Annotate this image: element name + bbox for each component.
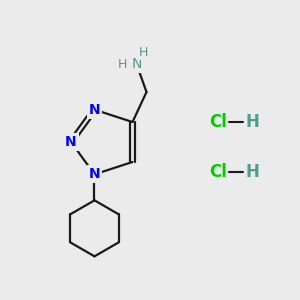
Text: N: N — [131, 57, 142, 71]
Text: H: H — [245, 163, 259, 181]
Text: H: H — [245, 113, 259, 131]
Text: N: N — [89, 167, 100, 181]
Text: N: N — [65, 135, 77, 149]
Text: H: H — [118, 58, 127, 70]
Text: H: H — [139, 46, 148, 59]
Text: Cl: Cl — [209, 113, 227, 131]
Text: Cl: Cl — [209, 163, 227, 181]
Text: N: N — [89, 103, 100, 117]
